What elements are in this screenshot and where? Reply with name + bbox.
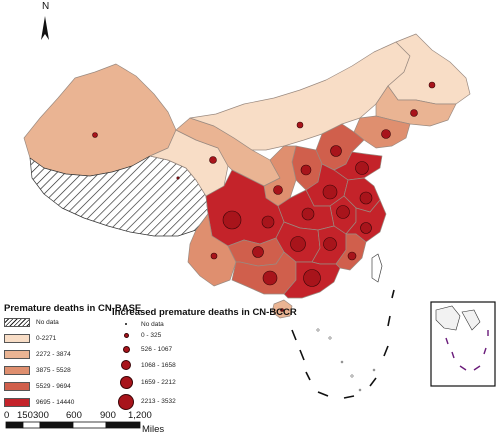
dot-sichuan (222, 210, 242, 230)
legend-swatch-2 (4, 350, 30, 359)
dot-shanxi (300, 164, 312, 176)
legend-swatch-4 (4, 382, 30, 391)
scale-tick-0: 0 (4, 410, 10, 421)
dot-xinjiang (92, 132, 98, 138)
legend-label: 5529 - 9694 (36, 383, 71, 390)
legend-swatch-5 (4, 398, 30, 407)
legend-label: No data (36, 319, 59, 326)
legend-base-item-nodata: No data (4, 318, 59, 327)
legend-label: 2213 - 3532 (141, 398, 176, 405)
legend-dot-5 (118, 393, 134, 410)
legend-swatch-nodata (4, 318, 30, 327)
legend-base-item-5: 9695 - 14440 (4, 398, 74, 407)
inset-map (430, 301, 496, 387)
dot-jilin (410, 109, 418, 117)
legend-dot-nodata (125, 323, 127, 325)
scale-tick-1200: 1,200 (128, 410, 152, 421)
nine-dash-line (291, 289, 395, 399)
dot-yunnan (210, 252, 218, 260)
legend-bccr-item-4: 1659 - 2212 (111, 375, 176, 389)
dot-guizhou (252, 246, 264, 258)
province-zhejiang (345, 199, 387, 243)
scale-bar (5, 421, 141, 429)
legend-base-title: Premature deaths in CN-BASE (4, 303, 142, 314)
legend-dot-4 (119, 375, 133, 389)
dot-fujian (347, 251, 357, 261)
dot-shandong (355, 161, 369, 175)
legend-label: 526 - 1067 (141, 345, 173, 353)
dot-hubei (301, 207, 315, 221)
scale-tick-300: 300 (33, 410, 49, 421)
dot-jiangsu (359, 191, 373, 205)
legend-base-item-2: 2272 - 3874 (4, 350, 71, 359)
dot-gansu (209, 156, 217, 164)
legend-dot-1 (123, 332, 129, 338)
dot-chongqing (261, 215, 275, 229)
legend-label: 0-2271 (36, 335, 57, 342)
dot-liaoning (381, 129, 391, 139)
legend-bccr-item-2: 526 - 1067 (111, 344, 172, 354)
legend-base-item-3: 3875 - 5528 (4, 366, 71, 375)
scale-tick-600: 600 (66, 410, 82, 421)
legend-label: 9695 - 14440 (36, 399, 75, 406)
scale-tick-150: 150 (17, 410, 33, 421)
legend-bccr-item-3: 1068 - 1658 (111, 359, 176, 371)
north-arrow-icon (41, 16, 49, 40)
legend-bccr-title: Increased premature deaths in CN-BCCR (112, 307, 297, 318)
dot-inner-mongolia (296, 121, 304, 129)
north-label: N (42, 1, 50, 12)
dot-hebei (330, 145, 342, 157)
legend-base-item-4: 5529 - 9694 (4, 382, 71, 391)
dot-shaanxi (273, 185, 283, 195)
dot-hunan (290, 236, 306, 252)
dot-anhui (336, 205, 350, 219)
legend-bccr-item-1: 0 - 325 (111, 330, 161, 340)
legend-label: No data (141, 320, 164, 328)
legend-label: 2272 - 3874 (36, 351, 71, 358)
legend-label: 1659 - 2212 (141, 378, 176, 386)
legend-swatch-3 (4, 366, 30, 375)
dot-qinghai (176, 176, 180, 180)
dot-guangdong (303, 269, 321, 287)
dot-hainan (280, 308, 284, 312)
province-yunnan (187, 213, 237, 287)
dot-zhejiang (360, 222, 372, 234)
scale-tick-900: 900 (100, 410, 116, 421)
dot-henan (322, 184, 338, 200)
legend-label: 3875 - 5528 (36, 367, 71, 374)
province-qinghai (149, 129, 229, 197)
islands (316, 328, 376, 392)
legend-dot-2 (122, 345, 130, 353)
legend-swatch-1 (4, 334, 30, 343)
legend-bccr-item-5: 2213 - 3532 (111, 393, 176, 410)
province-jilin (375, 85, 457, 127)
dot-heilongjiang (428, 81, 436, 89)
legend-label: 1068 - 1658 (141, 361, 176, 369)
legend-label: 0 - 325 (141, 331, 162, 339)
dot-guangxi (262, 270, 278, 286)
legend-dot-3 (121, 360, 131, 370)
scale-unit: Miles (142, 424, 165, 435)
legend-base-item-1: 0-2271 (4, 334, 56, 343)
island-taiwan (371, 253, 383, 283)
dot-jiangxi (323, 237, 337, 251)
legend-bccr-item-nodata: No data (111, 320, 164, 328)
